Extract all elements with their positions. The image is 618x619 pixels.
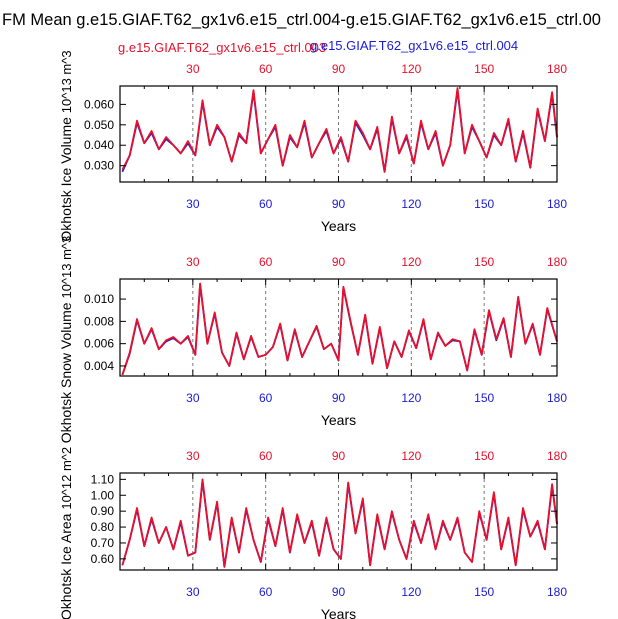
top-tick-label: 30 xyxy=(186,449,200,463)
y-tick-label: 0.70 xyxy=(91,536,115,550)
y-tick-label: 0.60 xyxy=(91,552,115,566)
bottom-tick-label: 120 xyxy=(401,391,421,405)
y-tick-label: 0.004 xyxy=(84,359,114,373)
y-axis-title: Okhotsk Snow Volume 10^13 m^3 xyxy=(58,236,74,444)
bottom-tick-label: 60 xyxy=(259,197,273,211)
x-axis-title: Years xyxy=(321,606,356,619)
y-tick-label: 1.00 xyxy=(91,488,115,502)
top-tick-label: 30 xyxy=(186,62,200,76)
bottom-tick-label: 90 xyxy=(332,197,346,211)
bottom-tick-label: 150 xyxy=(474,197,494,211)
top-tick-label: 60 xyxy=(259,255,273,269)
y-tick-label: 0.060 xyxy=(84,97,114,111)
bottom-tick-label: 180 xyxy=(547,391,567,405)
y-axis-title-name: Okhotsk Ice Volume xyxy=(58,113,74,241)
series-line-blue xyxy=(121,89,558,173)
panel-1: 30 30 60 60 90 90 120 120 150 150 180 180 0.030 0.040… xyxy=(58,50,567,241)
y-axis-title-units: 10^13 m^3 xyxy=(59,236,74,299)
bottom-tick-label: 60 xyxy=(259,585,273,599)
top-tick-label: 150 xyxy=(474,255,494,269)
y-tick-label: 0.010 xyxy=(84,292,114,306)
top-tick-label: 60 xyxy=(259,449,273,463)
y-tick-label: 0.040 xyxy=(84,138,114,152)
bottom-tick-label: 120 xyxy=(401,197,421,211)
y-tick-label: 0.050 xyxy=(84,118,114,132)
top-tick-label: 180 xyxy=(547,62,567,76)
y-axis-title-name: Okhotsk Ice Area xyxy=(58,510,74,619)
bottom-tick-label: 30 xyxy=(186,585,200,599)
top-tick-label: 150 xyxy=(474,62,494,76)
bottom-tick-label: 30 xyxy=(186,391,200,405)
bottom-tick-label: 120 xyxy=(401,585,421,599)
y-tick-label: 0.006 xyxy=(84,337,114,351)
y-axis-title-units: 10^13 m^3 xyxy=(59,50,74,113)
y-tick-label: 0.80 xyxy=(91,520,115,534)
bottom-tick-label: 90 xyxy=(332,585,346,599)
top-tick-label: 30 xyxy=(186,255,200,269)
bottom-tick-label: 90 xyxy=(332,391,346,405)
y-axis-title-name: Okhotsk Snow Volume xyxy=(58,299,74,444)
x-axis-title: Years xyxy=(321,218,356,234)
y-axis-title: Okhotsk Ice Volume 10^13 m^3 xyxy=(58,50,74,241)
bottom-tick-label: 180 xyxy=(547,197,567,211)
top-tick-label: 120 xyxy=(401,62,421,76)
y-axis-title: Okhotsk Ice Area 10^12 m^2 xyxy=(58,447,74,619)
top-tick-label: 90 xyxy=(332,449,346,463)
top-tick-label: 60 xyxy=(259,62,273,76)
top-tick-label: 90 xyxy=(332,62,346,76)
x-axis-title: Years xyxy=(321,412,356,428)
bottom-tick-label: 30 xyxy=(186,197,200,211)
bottom-tick-label: 150 xyxy=(474,391,494,405)
legend-red-label: g.e15.GIAF.T62_gx1v6.e15_ctrl.003 xyxy=(118,40,326,55)
panel-3: 30 30 60 60 90 90 120 120 150 150 180 180 0.60 0.70 0.… xyxy=(58,447,567,619)
top-tick-label: 120 xyxy=(401,449,421,463)
series-line-red xyxy=(121,282,558,376)
bottom-tick-label: 60 xyxy=(259,391,273,405)
bottom-tick-label: 180 xyxy=(547,585,567,599)
legend-blue-label: g.e15.GIAF.T62_gx1v6.e15_ctrl.004 xyxy=(310,38,518,53)
bottom-tick-label: 150 xyxy=(474,585,494,599)
top-tick-label: 180 xyxy=(547,449,567,463)
y-tick-label: 0.030 xyxy=(84,159,114,173)
series-line-red xyxy=(121,87,558,173)
figure-title: FM Mean g.e15.GIAF.T62_gx1v6.e15_ctrl.00… xyxy=(2,11,601,29)
y-tick-label: 0.008 xyxy=(84,314,114,328)
top-tick-label: 180 xyxy=(547,255,567,269)
y-axis-title-units: 10^12 m^2 xyxy=(59,447,74,510)
y-tick-label: 1.10 xyxy=(91,472,115,486)
top-tick-label: 120 xyxy=(401,255,421,269)
y-tick-label: 0.90 xyxy=(91,504,115,518)
series-line-red xyxy=(121,478,558,568)
top-tick-label: 150 xyxy=(474,449,494,463)
top-tick-label: 90 xyxy=(332,255,346,269)
panel-2: 30 30 60 60 90 90 120 120 150 150 180 180 0.004 0.006… xyxy=(58,236,567,444)
